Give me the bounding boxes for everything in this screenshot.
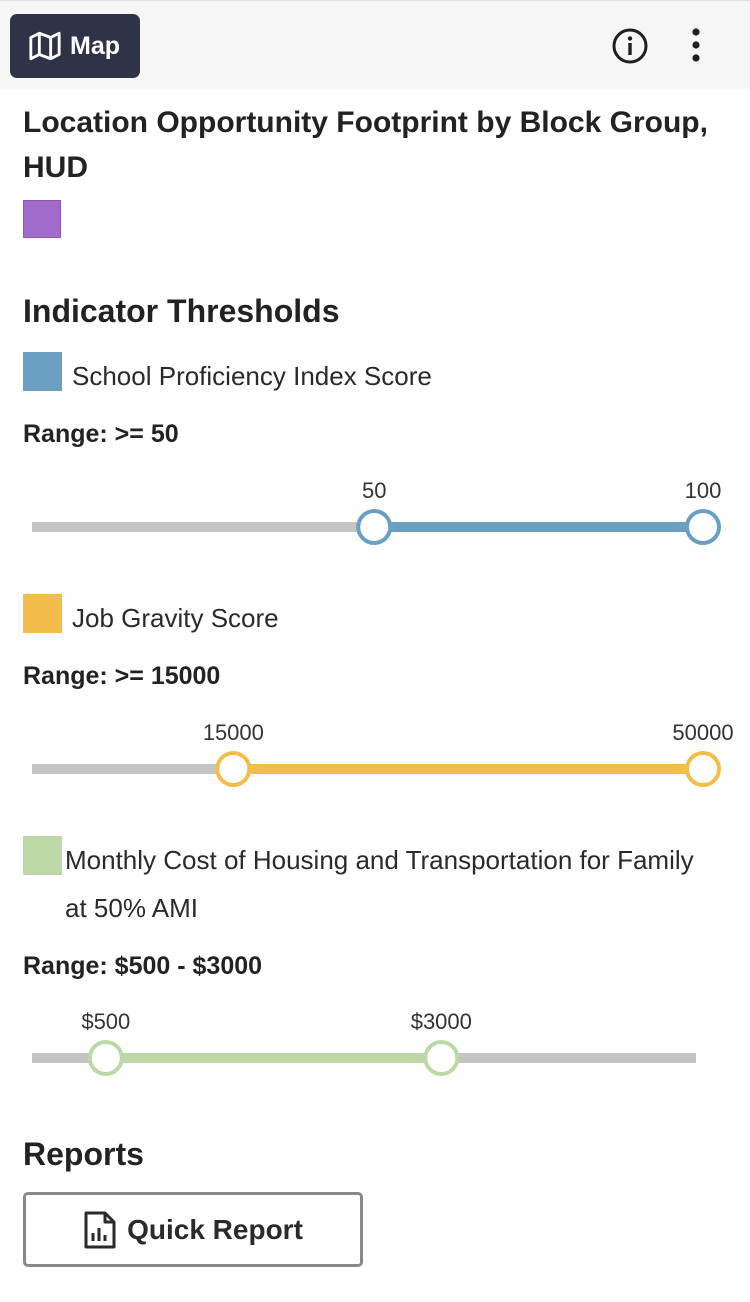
more-vertical-icon[interactable]	[682, 26, 710, 66]
slider-handle-high-school[interactable]	[685, 509, 721, 545]
map-button-label: Map	[70, 31, 120, 60]
layer-title: Location Opportunity Footprint by Block …	[23, 106, 708, 184]
indicator-name-housing: Monthly Cost of Housing and Transportati…	[65, 845, 694, 923]
indicator-swatch-job	[23, 594, 62, 633]
slider-value-low-housing: $500	[81, 1009, 130, 1034]
indicator-name-job: Job Gravity Score	[72, 603, 279, 633]
layer-color-swatch	[23, 200, 61, 238]
slider-handle-low-housing[interactable]	[87, 1040, 124, 1076]
slider-handle-low-school[interactable]	[356, 509, 393, 545]
slider-value-high-housing: $3000	[411, 1009, 472, 1034]
indicator-name-school: School Proficiency Index Score	[72, 361, 432, 391]
slider-value-high-job: 50000	[672, 720, 733, 745]
info-circle-icon[interactable]	[611, 27, 649, 65]
slider-handle-high-housing[interactable]	[423, 1040, 460, 1076]
map-button[interactable]: Map	[10, 14, 140, 78]
slider-value-high-school: 100	[685, 478, 722, 503]
map-icon	[28, 29, 62, 63]
indicator-range-housing: Range: $500 - $3000	[23, 952, 263, 980]
reports-heading: Reports	[23, 1136, 144, 1172]
quick-report-label: Quick Report	[127, 1213, 303, 1245]
slider-value-low-job: 15000	[203, 720, 264, 745]
indicator-swatch-school	[23, 352, 62, 391]
quick-report-button[interactable]: Quick Report	[23, 1192, 363, 1267]
indicator-swatch-housing	[23, 836, 62, 875]
indicator-range-job: Range: >= 15000	[23, 662, 221, 690]
indicator-thresholds-heading: Indicator Thresholds	[23, 293, 340, 329]
indicator-range-school: Range: >= 50	[23, 420, 179, 448]
slider-handle-low-job[interactable]	[215, 751, 252, 787]
slider-value-low-school: 50	[362, 478, 386, 503]
top-toolbar: Map	[0, 0, 750, 89]
report-chart-icon	[83, 1211, 117, 1249]
slider-handle-high-job[interactable]	[685, 751, 721, 787]
